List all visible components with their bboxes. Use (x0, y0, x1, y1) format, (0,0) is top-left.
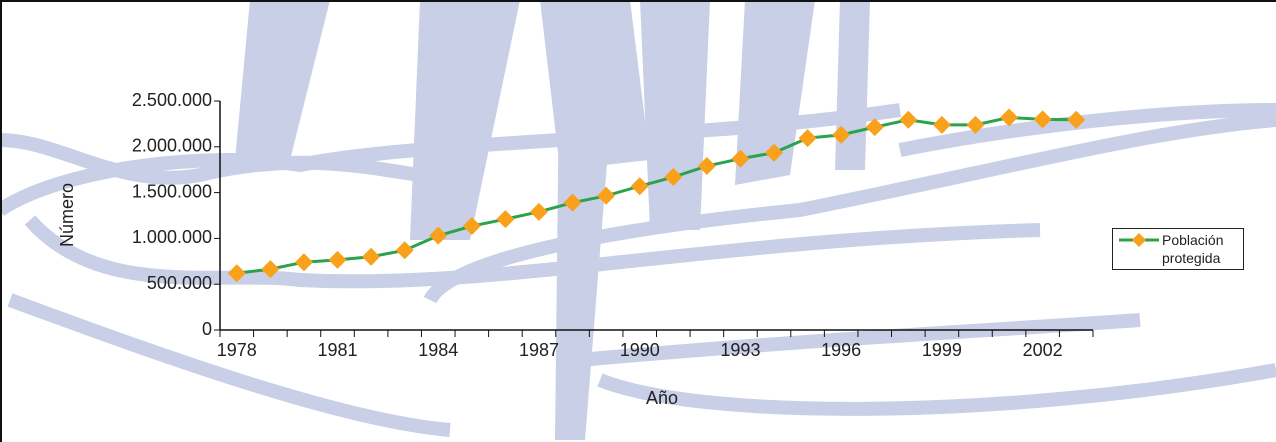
x-tick-label: 1987 (519, 340, 559, 360)
legend-symbol (1119, 233, 1159, 247)
y-axis-title: Número (57, 183, 77, 247)
data-point (328, 250, 347, 269)
data-point (832, 125, 851, 144)
data-point (429, 226, 448, 245)
data-point (664, 168, 683, 187)
data-point (529, 202, 548, 221)
data-point (597, 186, 616, 205)
y-tick-label: 1.000.000 (132, 227, 212, 247)
x-tick-label: 1999 (922, 340, 962, 360)
watermark (235, 0, 870, 440)
data-point (966, 115, 985, 134)
x-tick-label: 2002 (1023, 340, 1063, 360)
legend: Población protegida (1112, 228, 1244, 270)
data-point (865, 118, 884, 137)
data-point (899, 110, 918, 129)
watermark-curves (0, 103, 1276, 437)
data-point (1000, 108, 1019, 127)
x-tick-label: 1981 (317, 340, 357, 360)
x-tick-label: 1993 (720, 340, 760, 360)
data-point (1033, 110, 1052, 129)
data-point (261, 260, 280, 279)
x-tick-label: 1978 (217, 340, 257, 360)
data-point (932, 115, 951, 134)
data-point (362, 247, 381, 266)
x-tick-label: 1996 (821, 340, 861, 360)
y-tick-label: 0 (202, 319, 212, 339)
data-point (1067, 110, 1086, 129)
y-tick-label: 2.000.000 (132, 136, 212, 156)
data-point (798, 129, 817, 148)
y-tick-label: 2.500.000 (132, 90, 212, 110)
data-point (765, 143, 784, 162)
x-axis-title: Año (646, 388, 678, 408)
data-point (697, 157, 716, 176)
legend-marker (1132, 233, 1146, 247)
data-point (294, 253, 313, 272)
data-point (630, 177, 649, 196)
data-point (462, 217, 481, 236)
x-tick-label: 1984 (418, 340, 458, 360)
data-point (496, 210, 515, 229)
y-tick-label: 1.500.000 (132, 181, 212, 201)
legend-label: Población protegida (1162, 232, 1224, 266)
data-point (563, 193, 582, 212)
data-point (395, 241, 414, 260)
data-point (227, 264, 246, 283)
y-tick-label: 500.000 (147, 273, 212, 293)
data-point (731, 149, 750, 168)
x-tick-label: 1990 (620, 340, 660, 360)
